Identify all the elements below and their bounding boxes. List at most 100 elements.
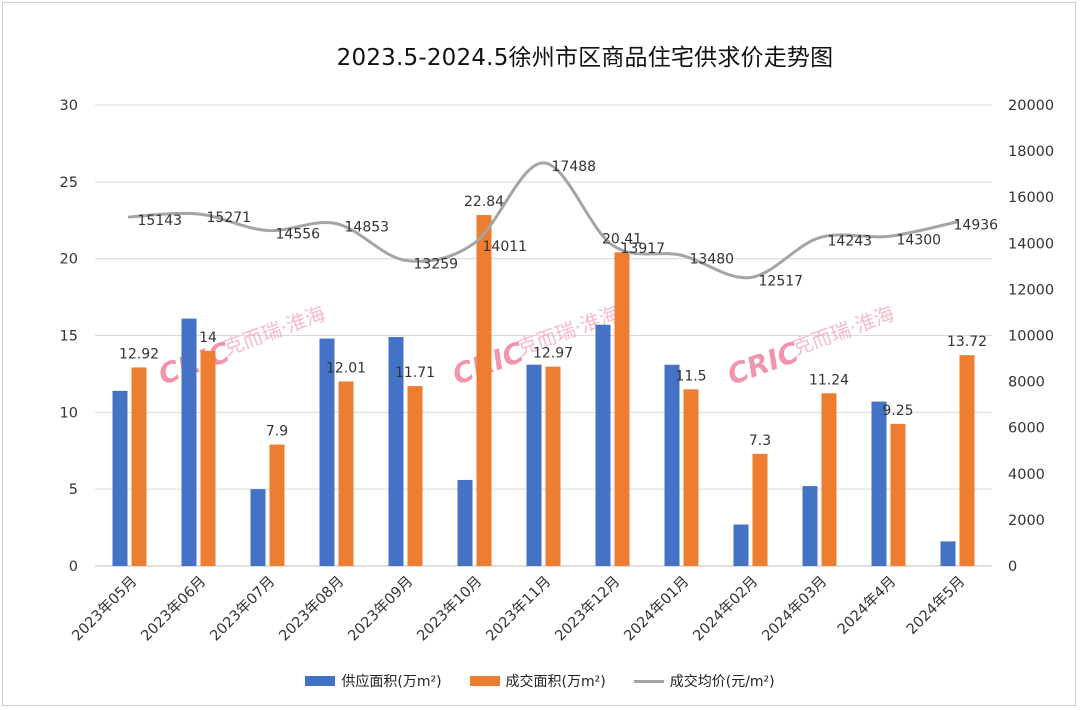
x-tick-label: 2024年02月: [690, 573, 762, 645]
y-right-tick-label: 0: [1008, 559, 1017, 575]
bar-supply: [595, 324, 611, 566]
x-tick-label: 2023年11月: [483, 573, 555, 645]
point-price: [473, 241, 476, 245]
y-right-tick-label: 4000: [1008, 467, 1045, 483]
data-label-price: 15271: [207, 210, 252, 226]
bar-sales: [200, 350, 216, 566]
data-label-sales: 14: [199, 330, 217, 346]
y-left-tick-label: 5: [69, 482, 78, 498]
y-left-tick-label: 0: [69, 559, 78, 575]
y-right-tick-label: 20000: [1008, 98, 1054, 114]
data-label-sales: 12.01: [326, 360, 366, 376]
bar-supply: [181, 318, 197, 566]
bar-supply: [526, 364, 542, 566]
x-tick-label: 2023年09月: [345, 573, 417, 645]
line-price: [128, 161, 959, 280]
legend-item-price: 成交均价(元/m²): [633, 671, 775, 691]
y-right-tick-label: 8000: [1008, 375, 1045, 391]
y-right-tick-label: 6000: [1008, 421, 1045, 437]
point-price: [197, 212, 200, 216]
x-tick-label: 2024年01月: [621, 573, 693, 645]
legend-item-sales: 成交面积(万m²): [469, 671, 606, 691]
bar-sales: [545, 366, 561, 566]
y-left-tick-label: 30: [60, 98, 78, 114]
y-left-tick-label: 25: [60, 175, 78, 191]
data-labels: 12.92 14 7.9 12.01 11.71 22.84 12.97 20.41 11.5 7…: [119, 159, 998, 449]
data-label-sales: 11.24: [809, 372, 849, 388]
data-label-sales: 12.92: [119, 346, 159, 362]
data-label-price: 15143: [138, 213, 183, 229]
gridlines: [95, 104, 992, 567]
bar-supply: [802, 486, 818, 566]
data-label-price: 14556: [276, 226, 321, 242]
x-tick-label: 2024年4月: [834, 573, 899, 638]
bar-sales: [614, 252, 630, 566]
data-label-sales: 13.72: [947, 334, 987, 350]
legend-label-price: 成交均价(元/m²): [669, 674, 775, 690]
x-tick-label: 2023年07月: [207, 573, 279, 645]
y-left-tick-label: 20: [60, 252, 78, 268]
y-right-tick-label: 18000: [1008, 144, 1054, 160]
bar-sales: [683, 389, 699, 566]
y-right-tick-label: 16000: [1008, 190, 1054, 206]
data-label-price: 13480: [690, 251, 735, 267]
watermark-text: 克而瑞·淮海: [220, 301, 328, 360]
data-label-sales: 12.97: [533, 346, 573, 362]
x-tick-label: 2023年08月: [276, 573, 348, 645]
point-price: [266, 228, 269, 232]
watermark-text: 克而瑞·淮海: [789, 301, 897, 360]
data-label-sales: 11.5: [675, 368, 706, 384]
bar-supply: [388, 337, 404, 566]
point-price: [335, 222, 338, 226]
bar-sales: [476, 215, 492, 566]
data-label-sales: 22.84: [464, 194, 504, 210]
point-price: [611, 243, 614, 247]
data-label-sales: 9.25: [882, 403, 913, 419]
bar-supply: [250, 489, 266, 566]
bar-supply: [733, 524, 749, 566]
legend-swatch-sales: [469, 676, 500, 686]
legend-label-sales: 成交面积(万m²): [505, 674, 606, 690]
bar-sales: [131, 367, 147, 566]
y-right-tick-label: 10000: [1008, 329, 1054, 345]
y-right-tick-label: 2000: [1008, 513, 1045, 529]
point-price: [749, 275, 752, 279]
data-label-price: 14300: [897, 232, 942, 248]
point-price: [818, 236, 821, 240]
y-left-tick-label: 10: [60, 405, 78, 421]
bar-sales: [959, 355, 975, 566]
bar-supply: [112, 390, 128, 566]
data-label-price: 14853: [345, 220, 390, 236]
y-right-tick-label: 12000: [1008, 282, 1054, 298]
data-label-price: 13917: [621, 241, 666, 257]
legend: 供应面积(万m²) 成交面积(万m²) 成交均价(元/m²): [0, 671, 1080, 691]
data-label-sales: 7.3: [749, 433, 771, 449]
y-left-tick-label: 15: [60, 329, 78, 345]
point-price: [956, 220, 959, 224]
x-tick-label: 2023年12月: [552, 573, 624, 645]
point-price: [887, 234, 890, 238]
x-tick-label: 2023年06月: [138, 573, 210, 645]
bar-sales: [821, 393, 837, 566]
point-price: [680, 253, 683, 257]
bar-sales: [269, 444, 285, 566]
chart-title: 2023.5-2024.5徐州市区商品住宅供求价走势图: [336, 45, 834, 71]
bars: [112, 215, 975, 566]
legend-label-supply: 供应面积(万m²): [341, 674, 442, 690]
data-label-sales: 20.41: [602, 231, 642, 247]
data-label-price: 14243: [828, 234, 873, 250]
data-label-sales: 7.9: [266, 424, 288, 440]
bar-supply: [664, 364, 680, 566]
bar-sales: [338, 381, 354, 566]
point-price: [542, 161, 545, 165]
price-line: [128, 161, 959, 280]
bar-supply: [457, 479, 473, 566]
legend-swatch-price: [633, 679, 664, 683]
x-tick-label: 2023年10月: [414, 573, 486, 645]
data-label-price: 14936: [954, 218, 999, 234]
x-tick-label: 2023年05月: [69, 573, 141, 645]
bar-supply: [940, 541, 956, 566]
